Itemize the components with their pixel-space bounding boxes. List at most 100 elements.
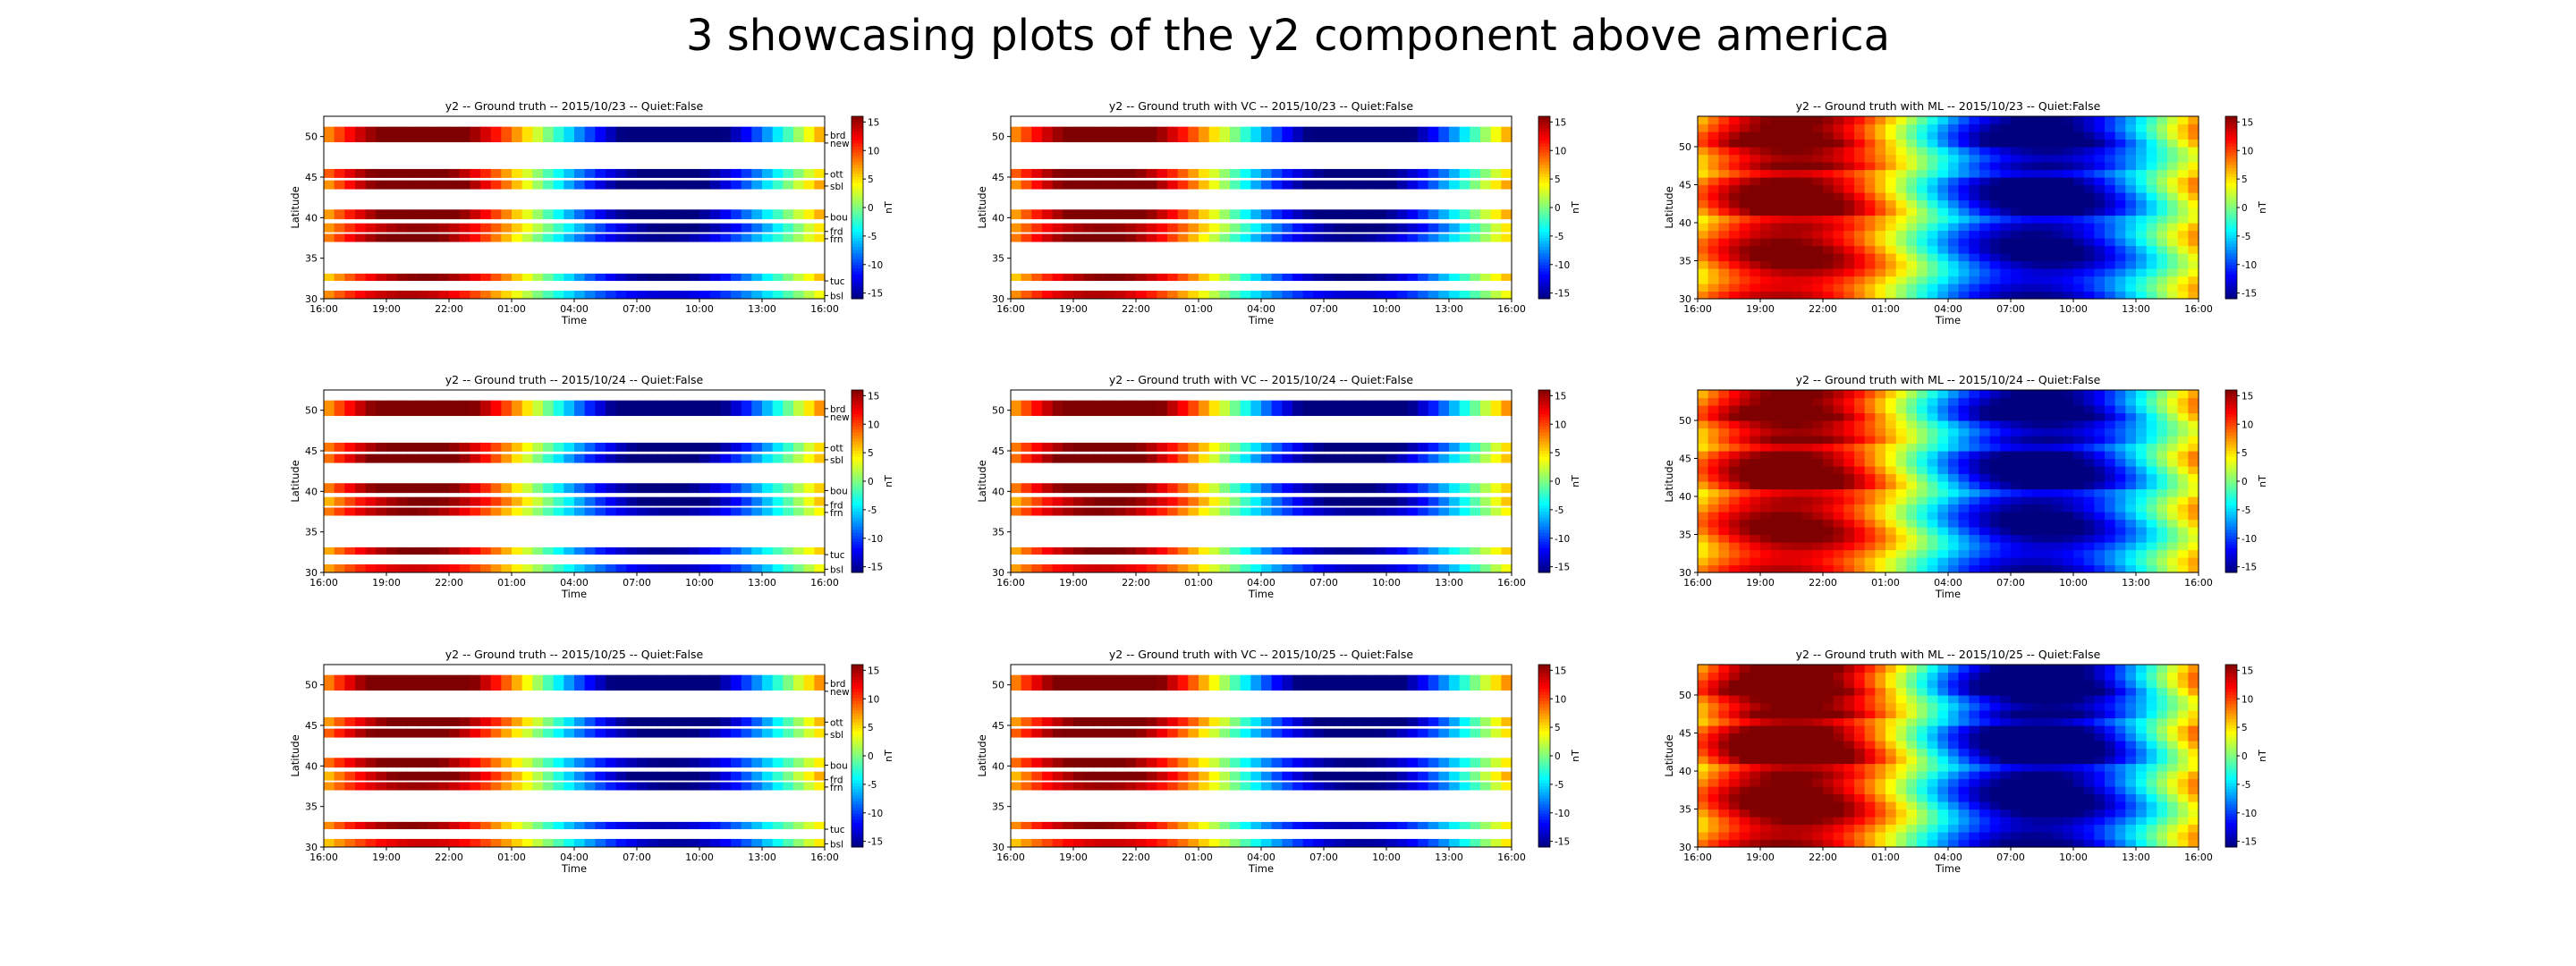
heatmap-cell [1324,168,1335,178]
heatmap-cell [1875,154,1886,163]
heatmap-cell [2073,428,2085,436]
heatmap-cell [2167,466,2179,475]
heatmap-cell [2052,504,2063,513]
heatmap-cell [1812,208,1824,216]
heatmap-cell [2105,504,2116,513]
heatmap-cell [1718,412,1730,421]
heatmap-cell [428,674,439,691]
heatmap-cell [1042,547,1054,555]
heatmap-cell [1927,162,1938,171]
heatmap-cell [2105,215,2116,224]
heatmap-cell [731,400,742,417]
heatmap-cell [1282,273,1293,282]
heatmap-cell [2011,147,2022,156]
heatmap-cell [2011,549,2022,558]
heatmap-cell [1219,168,1231,178]
heatmap-cell [2063,443,2074,452]
heatmap-cell [606,496,617,506]
heatmap-cell [1177,564,1189,572]
heatmap-cell [1760,123,1772,132]
heatmap-cell [1979,284,1991,292]
heatmap-cell [2177,154,2189,163]
x-tick-label: 16:00 [996,303,1025,315]
colorbar-segment [2225,563,2237,567]
heatmap-cell [720,483,732,494]
heatmap-cell [2083,534,2095,543]
heatmap-cell [1407,126,1419,143]
heatmap-cell [678,223,690,233]
heatmap-cell [2167,291,2179,300]
heatmap-cell [1801,147,1813,156]
heatmap-cell [2094,519,2106,528]
heatmap-cell [1718,488,1730,497]
heatmap-cell [1937,466,1949,475]
heatmap-cell [449,126,461,143]
heatmap-cell [1501,233,1513,242]
heatmap-cell [1895,557,1907,566]
x-tick-label: 19:00 [372,303,401,315]
heatmap-cell [1792,162,1803,171]
heatmap-cell [1937,496,1949,505]
heatmap-cell [512,758,523,768]
colorbar-segment [1538,186,1550,191]
heatmap-cell [1927,284,1938,292]
heatmap-cell [396,400,408,417]
heatmap-cell [344,223,356,233]
x-axis-label: Time [1248,588,1274,600]
heatmap-cell [803,674,815,691]
station-label: new [830,412,850,423]
heatmap-cell [2063,420,2074,429]
heatmap-cell [1948,260,1960,269]
heatmap-cell [1105,273,1116,282]
heatmap-cell [1770,162,1782,171]
heatmap-cell [1386,273,1398,282]
heatmap-cell [1407,483,1419,494]
heatmap-cell [1895,260,1907,269]
heatmap-cell [2031,230,2043,239]
heatmap-cell [1729,177,1741,186]
heatmap-cell [324,290,335,299]
heatmap-cell [1823,412,1835,421]
heatmap-cell [2000,199,2012,208]
heatmap-cell [428,233,439,242]
heatmap-cell [1282,496,1293,506]
heatmap-cell [1729,557,1741,566]
heatmap-cell [1501,290,1513,299]
heatmap-cell [2146,177,2157,186]
heatmap-cell [1823,534,1835,543]
heatmap-cell [2063,260,2074,269]
x-axis-label: Time [1248,314,1274,326]
heatmap-cell [1969,428,1980,436]
heatmap-cell [1313,547,1325,555]
heatmap-cell [1073,209,1085,220]
colorbar-segment [2225,223,2237,226]
heatmap-cell [449,453,461,463]
heatmap-cell [2073,512,2085,521]
heatmap-cell [606,728,617,738]
colorbar-tick-label: 5 [1555,174,1561,185]
heatmap-cell [1146,273,1157,282]
heatmap-cell [574,126,586,143]
heatmap-cell [1969,199,1980,208]
colorbar-segment [1538,128,1550,132]
colorbar-segment [852,253,863,257]
heatmap-cell [1989,542,2001,551]
heatmap-cell [1917,549,1928,558]
heatmap-cell [365,547,377,555]
heatmap-cell [1418,223,1429,233]
heatmap-cell [1376,290,1387,299]
heatmap-cell [606,290,617,299]
heatmap-cell [2021,230,2032,239]
heatmap-cell [1760,390,1772,399]
heatmap-cell [699,564,711,572]
heatmap-cell [1937,162,1949,171]
heatmap-cell [2094,443,2106,452]
heatmap-cell [490,674,502,691]
heatmap-cell [1917,519,1928,528]
heatmap-cell [1906,549,1918,558]
heatmap-cell [1948,162,1960,171]
heatmap-cell [1718,199,1730,208]
heatmap-cell [637,233,648,242]
heatmap-cell [2125,496,2137,505]
heatmap-cell [1823,428,1835,436]
